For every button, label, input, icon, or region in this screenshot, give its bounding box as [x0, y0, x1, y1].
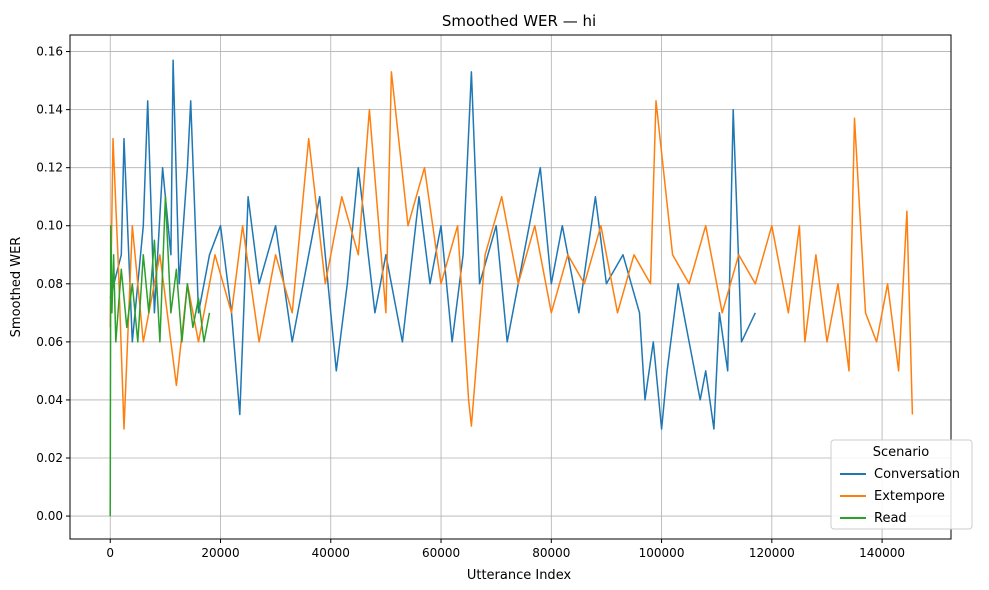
y-tick-label: 0.04: [36, 393, 63, 407]
legend-box: [830, 439, 973, 530]
legend: Scenario Conversation Extempore Read: [830, 439, 973, 530]
series-line-read: [109, 195, 211, 517]
x-tick-label: 0: [106, 546, 114, 560]
y-tick-label: 0.06: [36, 335, 63, 349]
legend-label-conversation: Conversation: [874, 467, 960, 482]
series-lines: [109, 59, 914, 517]
grid: [70, 35, 951, 539]
y-axis: 0.00 0.02 0.04 0.06 0.08 0.10 0.12 0.14 0.16: [36, 45, 70, 523]
y-tick-label: 0.14: [36, 103, 63, 117]
legend-label-extempore: Extempore: [874, 489, 945, 504]
x-axis-label: Utterance Index: [467, 568, 572, 583]
y-tick-label: 0.10: [36, 219, 63, 233]
chart-title: Smoothed WER — hi: [442, 12, 596, 30]
x-tick-label: 120000: [749, 546, 795, 560]
x-tick-label: 100000: [639, 546, 685, 560]
x-tick-label: 80000: [532, 546, 570, 560]
x-tick-label: 140000: [859, 546, 905, 560]
y-tick-label: 0.08: [36, 277, 63, 291]
y-tick-label: 0.02: [36, 451, 63, 465]
x-tick-label: 40000: [312, 546, 350, 560]
plot-frame: [69, 34, 952, 540]
x-tick-label: 20000: [201, 546, 239, 560]
y-tick-label: 0.16: [36, 45, 63, 59]
series-line-extempore: [109, 71, 914, 430]
series-line-conversation: [109, 59, 756, 430]
legend-title: Scenario: [873, 445, 930, 460]
x-tick-label: 60000: [422, 546, 460, 560]
x-axis: 0 20000 40000 60000 80000 100000 120000 140000: [106, 539, 905, 560]
y-axis-label: Smoothed WER: [9, 237, 24, 338]
y-tick-label: 0.00: [36, 509, 63, 523]
legend-label-read: Read: [874, 511, 907, 526]
y-tick-label: 0.12: [36, 161, 63, 175]
